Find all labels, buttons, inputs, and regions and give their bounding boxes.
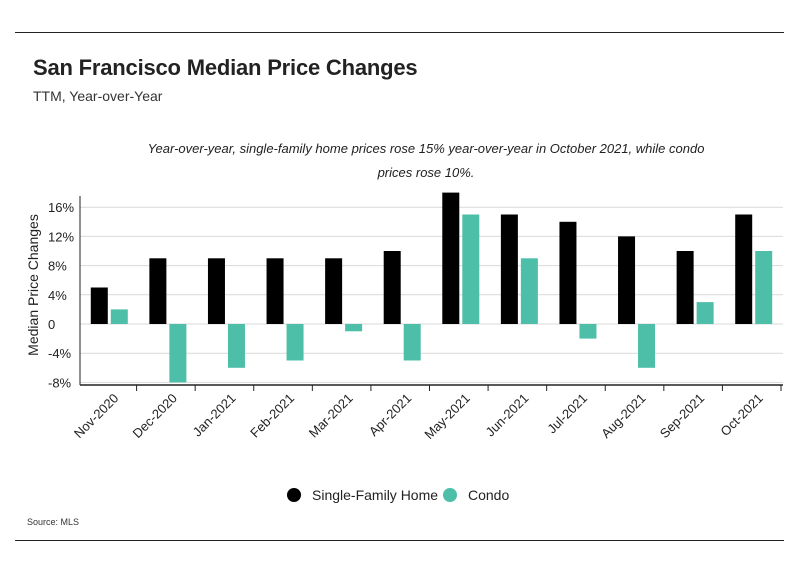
annotation-line-1: Year-over-year, single-family home price…	[148, 141, 705, 156]
bar-condo	[755, 251, 773, 324]
x-tick-label: Jul-2021	[544, 391, 590, 437]
x-tick-label: Oct-2021	[717, 391, 765, 439]
bar-condo	[696, 302, 714, 324]
x-tick-label: Jun-2021	[483, 391, 532, 440]
bar-single-family	[383, 251, 401, 324]
x-tick-label: Sep-2021	[657, 391, 707, 441]
legend: Single-Family Home Condo	[287, 487, 509, 503]
bar-condo	[286, 324, 304, 361]
x-tick-label: Apr-2021	[366, 391, 414, 439]
bar-single-family	[149, 258, 167, 324]
annotation-line-2: prices rose 10%.	[377, 165, 475, 180]
bar-single-family	[207, 258, 225, 324]
bar-single-family	[500, 214, 518, 324]
legend-swatch-condo	[443, 488, 457, 502]
bar-single-family	[266, 258, 284, 324]
bar-condo	[345, 324, 363, 332]
x-tick-label: Aug-2021	[598, 391, 648, 441]
x-tick-label: Feb-2021	[247, 391, 297, 441]
bar-condo	[110, 309, 128, 324]
bar-single-family	[90, 287, 108, 324]
y-tick-label: -8%	[48, 375, 72, 390]
y-tick-label: 0	[48, 317, 55, 332]
bar-condo	[579, 324, 597, 339]
bar-single-family	[618, 236, 636, 324]
bar-single-family	[735, 214, 753, 324]
y-tick-label: 12%	[48, 229, 74, 244]
legend-label-single-family: Single-Family Home	[312, 487, 438, 503]
top-rule	[15, 32, 784, 33]
y-tick-label: -4%	[48, 346, 72, 361]
bar-single-family	[325, 258, 343, 324]
y-tick-label: 16%	[48, 200, 74, 215]
bar-single-family	[676, 251, 694, 324]
y-axis-label: Median Price Changes	[25, 214, 41, 356]
x-tick-label: Nov-2020	[71, 391, 121, 441]
bottom-rule	[15, 540, 784, 541]
bar-condo	[169, 324, 187, 383]
x-tick-label: Jan-2021	[190, 391, 239, 440]
y-tick-label: 4%	[48, 288, 67, 303]
bar-condo	[638, 324, 656, 368]
legend-swatch-single-family	[287, 488, 301, 502]
bars	[90, 192, 773, 383]
bar-condo	[462, 214, 480, 324]
legend-label-condo: Condo	[468, 487, 509, 503]
x-tick-label: May-2021	[421, 391, 472, 442]
chart-subtitle: TTM, Year-over-Year	[33, 88, 163, 104]
source-note: Source: MLS	[27, 517, 80, 527]
x-tick-label: Dec-2020	[130, 391, 180, 441]
chart-title: San Francisco Median Price Changes	[33, 55, 418, 80]
bar-condo	[520, 258, 538, 324]
x-tick-label: Mar-2021	[306, 391, 356, 441]
bar-single-family	[442, 192, 460, 324]
bar-single-family	[559, 221, 577, 324]
bar-condo	[403, 324, 421, 361]
gridlines	[80, 206, 783, 383]
y-tick-label: 8%	[48, 259, 67, 274]
bar-condo	[227, 324, 245, 368]
